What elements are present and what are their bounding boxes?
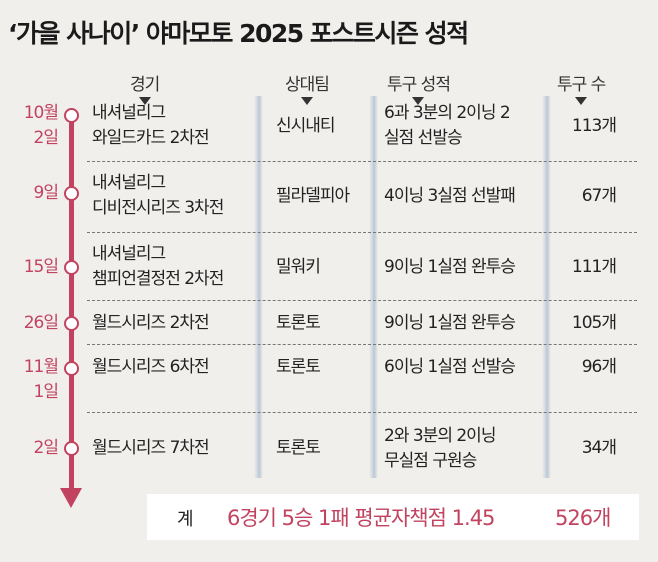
pitching-line: 실점 선발승 (384, 128, 463, 148)
down-arrow-icon (575, 97, 588, 105)
timeline-arrow-icon (60, 488, 82, 508)
opponent-cell: 필라델피아 (276, 186, 350, 206)
pitching-cell: 4이닝 3실점 선발패 (384, 186, 516, 206)
pitches-cell: 113개 (571, 116, 617, 136)
pitching-line: 무실점 구원승 (384, 451, 477, 471)
header-game-label: 경기 (130, 75, 160, 95)
down-arrow-icon (300, 97, 313, 105)
date-label: 15일 (2, 255, 59, 280)
game-cell: 내셔널리그 챔피언결정전 2차전 (92, 242, 224, 292)
game-line: 내셔널리그 (92, 173, 166, 193)
game-cell: 월드시리즈 2차전 (92, 313, 210, 333)
header-opponent: 상대팀 (285, 70, 330, 105)
total-label: 계 (177, 509, 194, 530)
pitches-cell: 96개 (581, 357, 617, 377)
header-game: 경기 (130, 70, 160, 105)
game-cell: 내셔널리그 디비전시리즈 3차전 (92, 171, 224, 221)
header-pitching-label: 투구 성적 (387, 75, 451, 95)
pitches-cell: 67개 (581, 186, 617, 206)
timeline-dot (64, 108, 79, 123)
opponent-cell: 토론토 (276, 313, 321, 333)
header-opponent-label: 상대팀 (285, 75, 330, 95)
header-pitching: 투구 성적 (387, 70, 451, 105)
game-line: 챔피언결정전 2차전 (92, 269, 224, 289)
opponent-cell: 토론토 (276, 438, 321, 458)
pitching-cell: 9이닝 1실점 완투승 (384, 313, 516, 333)
date-line: 1일 (33, 382, 59, 402)
pitches-cell: 111개 (571, 257, 617, 277)
game-line: 디비전시리즈 3차전 (92, 198, 224, 218)
column-divider (542, 96, 551, 478)
date-label: 2일 (2, 436, 59, 461)
date-label: 26일 (2, 311, 59, 336)
total-box (147, 494, 639, 540)
game-line: 와일드카드 2차전 (92, 128, 210, 148)
timeline-dot (64, 316, 79, 331)
timeline-dot (64, 186, 79, 201)
game-line: 내셔널리그 (92, 244, 166, 264)
date-line: 2일 (33, 438, 59, 458)
opponent-cell: 신시내티 (276, 116, 336, 136)
timeline-dot (64, 441, 79, 456)
header-pitches: 투구 수 (557, 70, 606, 105)
row-separator (87, 161, 637, 162)
pitching-line: 6과 3분의 2이닝 2 (384, 103, 511, 123)
page-title: ‘가을 사나이’ 야마모토 2025 포스트시즌 성적 (8, 19, 469, 48)
down-arrow-icon (138, 97, 151, 105)
timeline-dot (64, 260, 79, 275)
row-separator (87, 344, 637, 345)
row-separator (87, 232, 637, 233)
row-separator (87, 300, 637, 301)
timeline-bar (69, 114, 74, 490)
date-line: 2일 (33, 128, 59, 148)
row-separator (87, 412, 637, 413)
date-line: 10월 (23, 103, 59, 123)
date-label: 11월 1일 (2, 355, 59, 405)
date-line: 9일 (33, 183, 59, 203)
game-line: 내셔널리그 (92, 103, 166, 123)
column-divider (369, 96, 378, 478)
date-line: 26일 (23, 313, 59, 333)
game-cell: 월드시리즈 7차전 (92, 438, 210, 458)
pitching-cell: 2와 3분의 2이닝 무실점 구원승 (384, 424, 496, 474)
pitching-line: 2와 3분의 2이닝 (384, 426, 496, 446)
down-arrow-icon (412, 97, 425, 105)
opponent-cell: 토론토 (276, 357, 321, 377)
column-divider (254, 96, 263, 478)
pitching-cell: 9이닝 1실점 완투승 (384, 257, 516, 277)
date-line: 15일 (23, 257, 59, 277)
pitches-cell: 34개 (581, 438, 617, 458)
pitches-cell: 105개 (571, 313, 617, 333)
opponent-cell: 밀워키 (276, 257, 321, 277)
date-label: 10월 2일 (2, 101, 59, 151)
game-cell: 내셔널리그 와일드카드 2차전 (92, 101, 210, 151)
date-label: 9일 (2, 181, 59, 206)
pitching-cell: 6이닝 1실점 선발승 (384, 357, 516, 377)
timeline-dot (64, 361, 79, 376)
header-pitches-label: 투구 수 (557, 75, 606, 95)
total-pitches: 526개 (555, 506, 611, 530)
pitching-cell: 6과 3분의 2이닝 2 실점 선발승 (384, 101, 511, 151)
game-cell: 월드시리즈 6차전 (92, 357, 210, 377)
date-line: 11월 (23, 357, 59, 377)
total-summary: 6경기 5승 1패 평균자책점 1.45 (227, 506, 495, 530)
